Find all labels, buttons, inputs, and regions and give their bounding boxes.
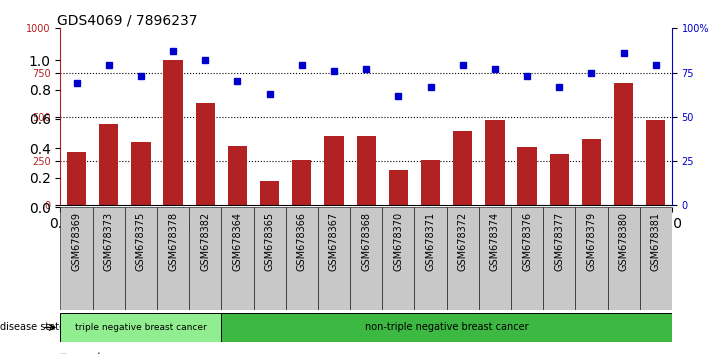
Text: GSM678371: GSM678371: [425, 212, 436, 272]
Bar: [447, 207, 479, 310]
Text: count: count: [73, 352, 102, 354]
Text: GSM678374: GSM678374: [490, 212, 500, 272]
Bar: [189, 207, 221, 310]
Bar: [67, 152, 86, 205]
Text: disease state: disease state: [0, 322, 65, 332]
Bar: [164, 60, 183, 205]
Text: GSM678376: GSM678376: [522, 212, 532, 272]
Bar: [260, 181, 279, 205]
Text: GSM678372: GSM678372: [458, 212, 468, 272]
Text: GSM678380: GSM678380: [619, 212, 629, 271]
Text: GSM678379: GSM678379: [587, 212, 597, 272]
Bar: [60, 313, 221, 342]
Bar: [318, 207, 350, 310]
Bar: [92, 207, 125, 310]
Bar: [60, 207, 92, 310]
Text: GSM678381: GSM678381: [651, 212, 661, 271]
Bar: [518, 147, 537, 205]
Text: GSM678366: GSM678366: [296, 212, 307, 271]
Bar: [614, 83, 634, 205]
Bar: [415, 207, 447, 310]
Text: GSM678367: GSM678367: [329, 212, 339, 272]
Bar: [99, 124, 118, 205]
Text: triple negative breast cancer: triple negative breast cancer: [75, 323, 207, 332]
Bar: [646, 120, 665, 205]
Bar: [582, 139, 601, 205]
Bar: [125, 207, 157, 310]
Bar: [389, 170, 408, 205]
Text: GSM678373: GSM678373: [104, 212, 114, 272]
Bar: [254, 207, 286, 310]
Bar: [196, 103, 215, 205]
Text: GSM678369: GSM678369: [72, 212, 82, 271]
Bar: [356, 136, 376, 205]
Bar: [511, 207, 543, 310]
Bar: [479, 207, 511, 310]
Text: GSM678370: GSM678370: [393, 212, 403, 272]
Text: GSM678364: GSM678364: [232, 212, 242, 271]
Text: non-triple negative breast cancer: non-triple negative breast cancer: [365, 322, 528, 332]
Bar: [575, 207, 607, 310]
Bar: [286, 207, 318, 310]
Text: GSM678378: GSM678378: [168, 212, 178, 272]
Bar: [221, 207, 254, 310]
Bar: [228, 146, 247, 205]
Bar: [350, 207, 383, 310]
Bar: [543, 207, 575, 310]
Text: GSM678368: GSM678368: [361, 212, 371, 271]
Bar: [607, 207, 640, 310]
Bar: [383, 207, 415, 310]
Text: GSM678375: GSM678375: [136, 212, 146, 272]
Bar: [221, 313, 672, 342]
Bar: [640, 207, 672, 310]
Bar: [292, 160, 311, 205]
Text: GSM678365: GSM678365: [264, 212, 274, 272]
Bar: [453, 131, 472, 205]
Bar: [485, 120, 505, 205]
Bar: [421, 160, 440, 205]
Bar: [324, 136, 343, 205]
Text: GDS4069 / 7896237: GDS4069 / 7896237: [58, 13, 198, 27]
Bar: [550, 154, 569, 205]
Bar: [157, 207, 189, 310]
Text: GSM678382: GSM678382: [201, 212, 210, 272]
Text: GSM678377: GSM678377: [555, 212, 565, 272]
Bar: [132, 143, 151, 205]
